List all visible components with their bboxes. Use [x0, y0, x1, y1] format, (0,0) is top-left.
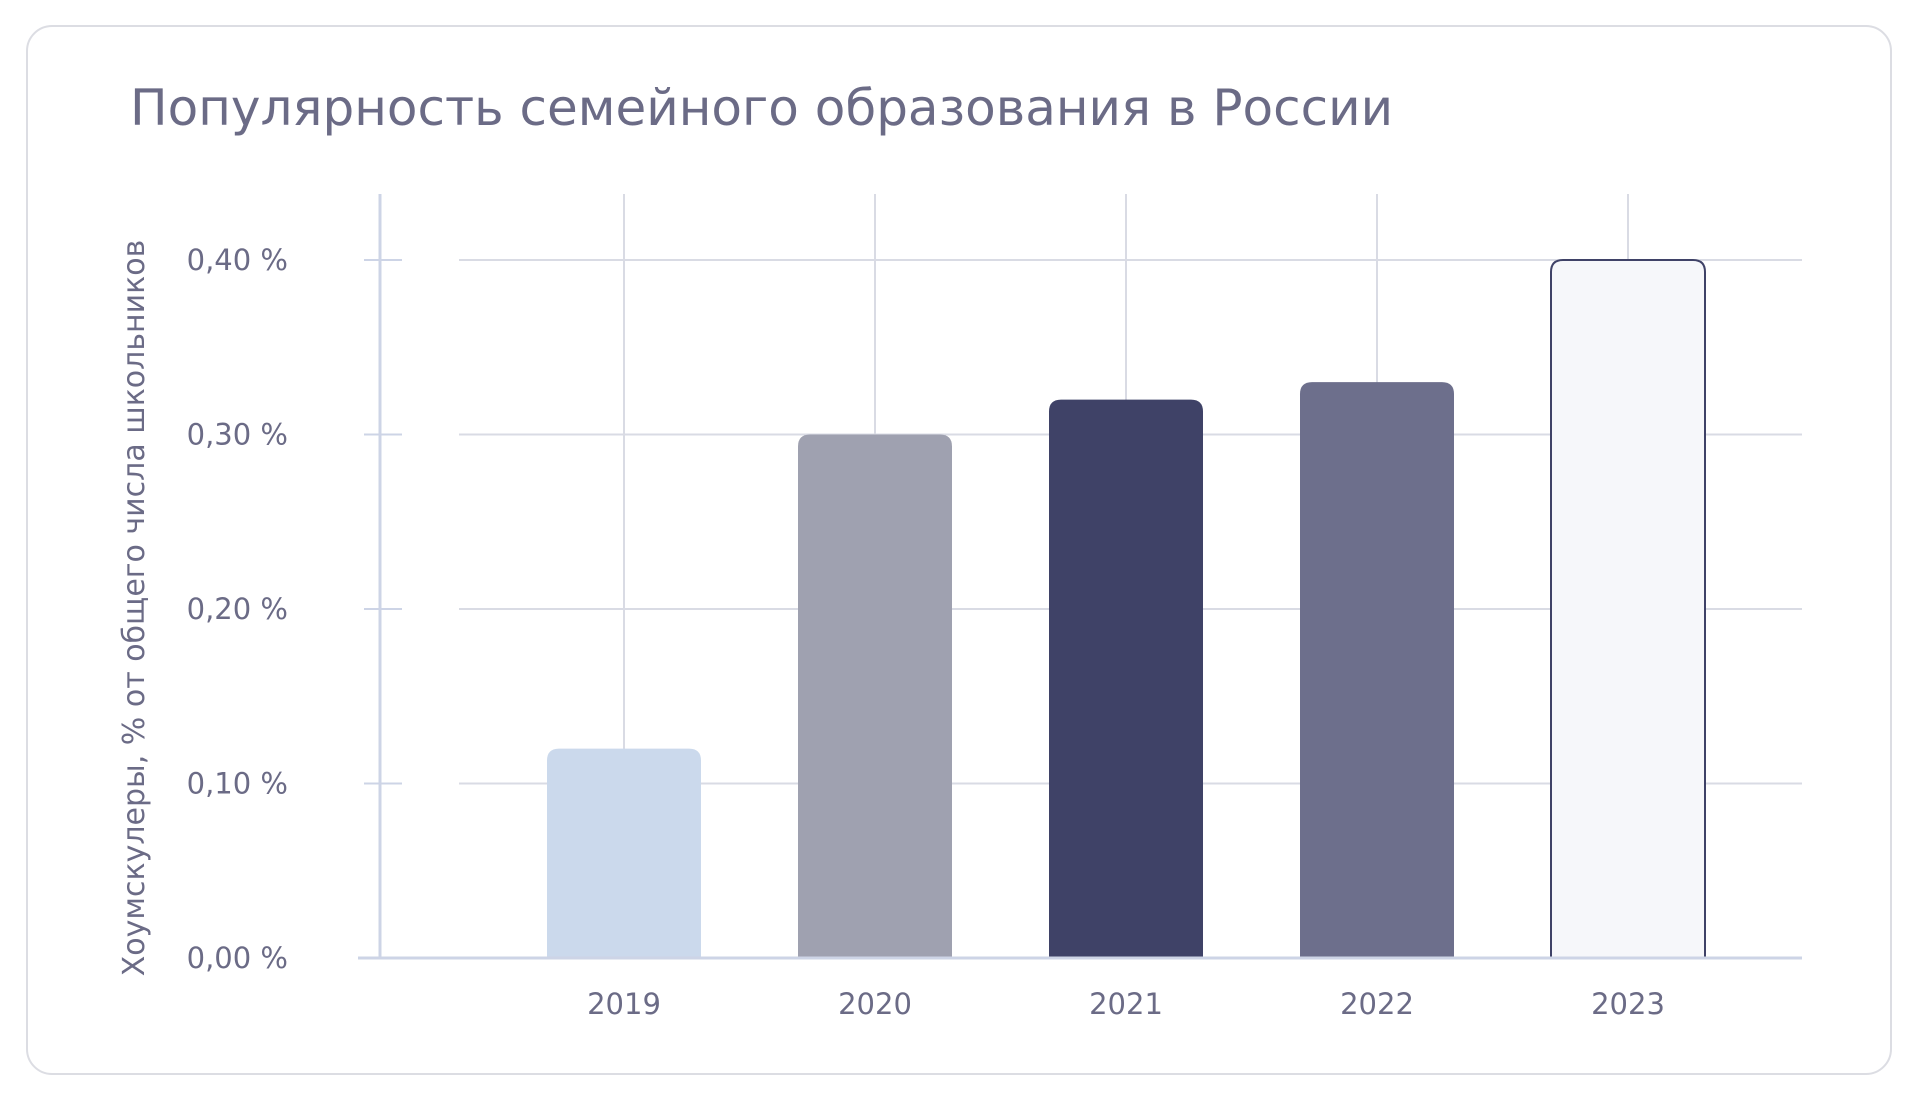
chart-card: Популярность семейного образования в Рос…	[26, 25, 1892, 1075]
x-tick-label: 2021	[1089, 987, 1163, 1021]
y-tick-label: 0,40 %	[187, 243, 288, 277]
bar-2020	[798, 434, 952, 958]
bar-2022	[1300, 382, 1454, 958]
y-tick-label: 0,10 %	[187, 767, 288, 801]
chart-title: Популярность семейного образования в Рос…	[130, 79, 1394, 137]
x-tick-label: 2022	[1340, 987, 1414, 1021]
bars	[547, 259, 1706, 959]
bar-chart: 0,00 % 0,10 % 0,20 % 0,30 % 0,40 % 2019 2020 20…	[117, 194, 1802, 1021]
axes	[358, 194, 1802, 960]
y-axis-title: Хоумскулеры, % от общего числа школьнико…	[117, 240, 152, 977]
x-tick-label: 2019	[587, 987, 661, 1021]
x-tick-label: 2023	[1591, 987, 1665, 1021]
bar-2019	[547, 748, 701, 958]
bar-2021	[1049, 399, 1203, 959]
y-tick-label: 0,20 %	[187, 592, 288, 626]
labels: 0,00 % 0,10 % 0,20 % 0,30 % 0,40 % 2019 2020 20…	[117, 240, 1665, 1021]
y-tick-label: 0,00 %	[187, 941, 288, 975]
bar-2023	[1550, 259, 1706, 959]
x-tick-label: 2020	[838, 987, 912, 1021]
y-tick-label: 0,30 %	[187, 418, 288, 452]
